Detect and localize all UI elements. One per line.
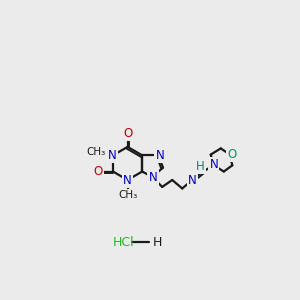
Text: O: O <box>123 127 132 140</box>
Text: N: N <box>123 174 132 187</box>
Text: H: H <box>153 236 162 249</box>
Text: CH₃: CH₃ <box>86 147 106 157</box>
Text: N: N <box>108 149 116 162</box>
Text: N: N <box>155 149 164 162</box>
Text: O: O <box>94 165 103 178</box>
Text: CH₃: CH₃ <box>118 190 137 200</box>
Text: HCl: HCl <box>113 236 134 249</box>
Text: H: H <box>196 160 205 172</box>
Text: O: O <box>227 148 236 161</box>
Text: N: N <box>148 171 158 184</box>
Text: N: N <box>188 174 197 187</box>
Text: N: N <box>209 158 218 171</box>
